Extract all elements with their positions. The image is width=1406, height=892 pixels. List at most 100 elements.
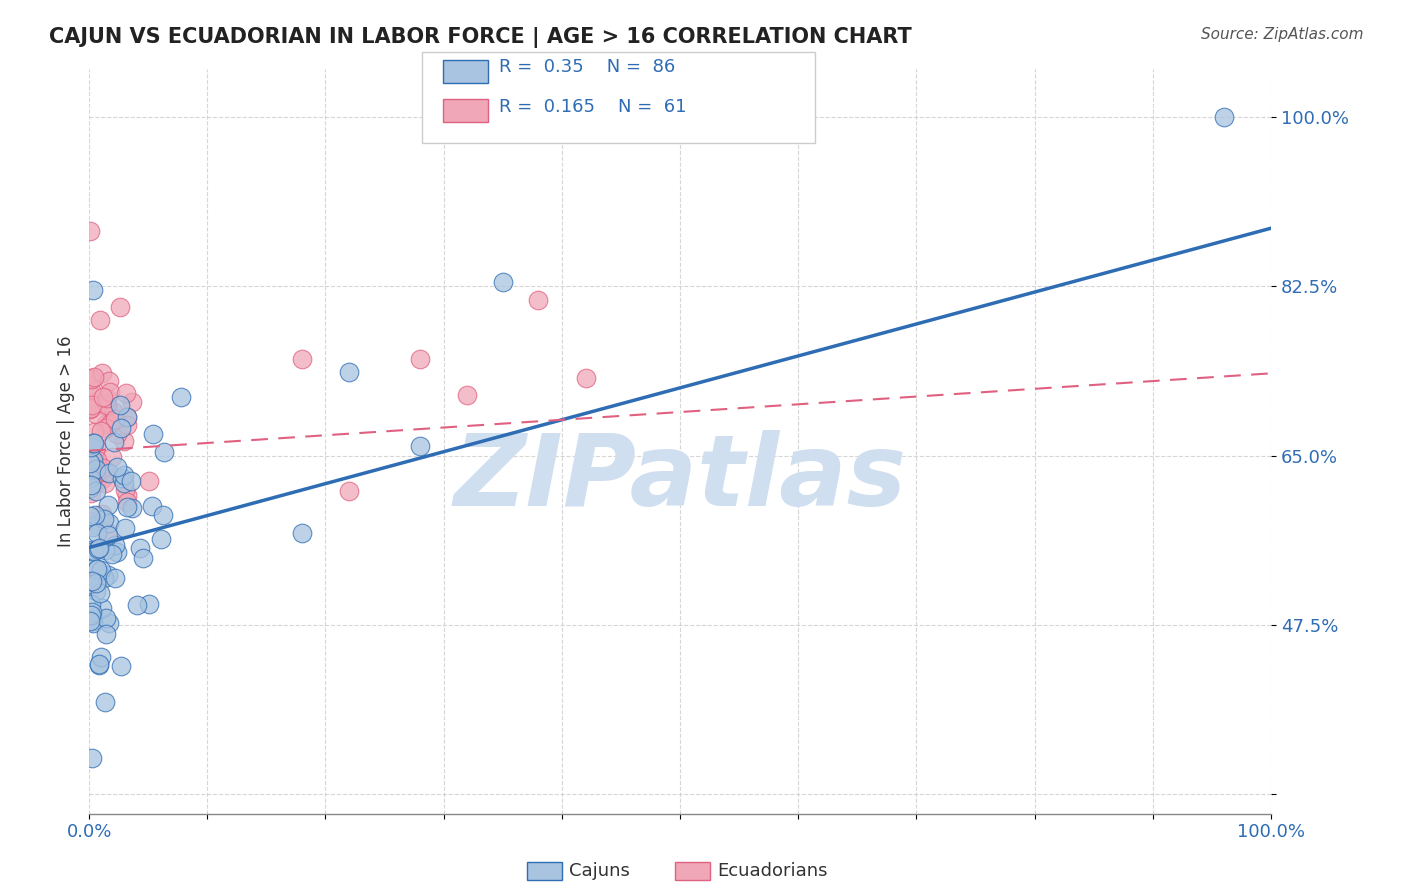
Point <box>112 475 135 490</box>
Point <box>93 475 115 490</box>
Text: Ecuadorians: Ecuadorians <box>717 862 828 880</box>
Point <box>291 526 314 541</box>
Point <box>115 418 138 433</box>
Point <box>87 657 110 672</box>
Point <box>98 516 121 530</box>
Point <box>141 499 163 513</box>
Point <box>120 474 142 488</box>
Point <box>90 508 112 522</box>
Point <box>80 398 103 412</box>
Point <box>101 450 124 465</box>
Point <box>337 484 360 499</box>
Point <box>79 224 101 238</box>
Point <box>83 560 105 574</box>
Y-axis label: In Labor Force | Age > 16: In Labor Force | Age > 16 <box>58 335 75 547</box>
Point <box>79 384 101 398</box>
Point <box>82 543 104 558</box>
Point <box>125 598 148 612</box>
Point <box>90 563 112 577</box>
Point <box>97 616 120 631</box>
Point <box>98 384 121 399</box>
Point <box>121 500 143 515</box>
Point <box>1212 110 1234 124</box>
Point <box>83 436 105 450</box>
Point <box>104 412 127 426</box>
Point <box>337 365 360 379</box>
Point <box>456 388 478 402</box>
Point <box>83 370 105 384</box>
Point <box>115 385 138 400</box>
Point <box>115 410 138 425</box>
Point <box>82 435 104 450</box>
Point <box>89 585 111 599</box>
Point <box>121 394 143 409</box>
Point <box>409 439 432 453</box>
Point <box>79 509 101 524</box>
Point <box>170 390 193 404</box>
Point <box>110 659 132 673</box>
Point <box>82 605 104 619</box>
Point <box>94 626 117 640</box>
Point <box>115 500 138 514</box>
Point <box>91 461 114 475</box>
Point <box>82 283 104 297</box>
Text: CAJUN VS ECUADORIAN IN LABOR FORCE | AGE > 16 CORRELATION CHART: CAJUN VS ECUADORIAN IN LABOR FORCE | AGE… <box>49 27 912 48</box>
Point <box>80 485 103 500</box>
Point <box>79 457 101 471</box>
Text: R =  0.35    N =  86: R = 0.35 N = 86 <box>499 58 675 76</box>
Point <box>79 482 101 496</box>
Point <box>80 574 103 588</box>
Point <box>80 607 103 622</box>
Point <box>103 405 125 419</box>
Point <box>83 544 105 558</box>
Point <box>84 474 107 488</box>
Point <box>115 495 138 509</box>
Point <box>101 547 124 561</box>
Point <box>97 528 120 542</box>
Point <box>138 475 160 489</box>
Point <box>96 391 118 405</box>
Point <box>83 517 105 532</box>
Point <box>112 468 135 483</box>
Point <box>79 371 101 385</box>
Point <box>91 471 114 485</box>
Point <box>142 427 165 442</box>
Text: Source: ZipAtlas.com: Source: ZipAtlas.com <box>1201 27 1364 42</box>
Point <box>96 421 118 435</box>
Point <box>80 478 103 492</box>
Point <box>110 398 132 412</box>
Point <box>87 658 110 673</box>
Point <box>79 440 101 454</box>
Point <box>105 460 128 475</box>
Point <box>94 465 117 479</box>
Point <box>98 466 121 480</box>
Text: Cajuns: Cajuns <box>569 862 630 880</box>
Point <box>115 410 138 425</box>
Point <box>82 445 104 459</box>
Point <box>82 520 104 534</box>
Point <box>129 541 152 556</box>
Point <box>112 434 135 448</box>
Point <box>492 275 515 289</box>
Point <box>90 650 112 665</box>
Point <box>409 352 432 367</box>
Point <box>110 300 132 314</box>
Point <box>83 469 105 483</box>
Point <box>114 521 136 535</box>
Point <box>110 421 132 435</box>
Point <box>84 575 107 590</box>
Point <box>105 427 128 442</box>
Point <box>86 525 108 540</box>
Point <box>82 615 104 630</box>
Point <box>93 571 115 585</box>
Point <box>94 396 117 410</box>
Point <box>80 574 103 588</box>
Point <box>104 571 127 585</box>
Point <box>87 542 110 557</box>
Point <box>86 584 108 599</box>
Point <box>80 750 103 764</box>
Point <box>79 576 101 591</box>
Point <box>115 488 138 502</box>
Point <box>80 597 103 611</box>
Point <box>79 471 101 485</box>
